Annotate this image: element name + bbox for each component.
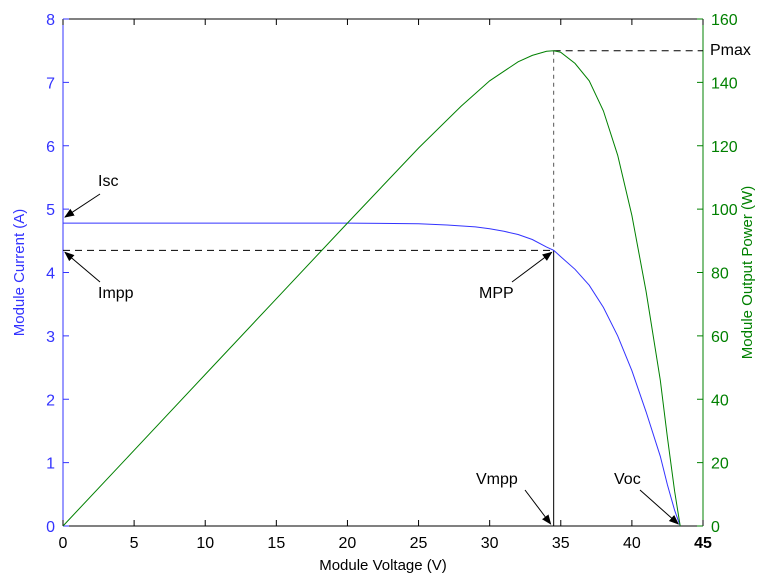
y-right-tick-label: 140 <box>711 75 738 92</box>
y-right-tick-label: 160 <box>711 12 738 29</box>
y-left-tick-label: 4 <box>46 266 55 283</box>
pmax-label: Pmax <box>710 42 751 59</box>
x-tick-label: 45 <box>694 535 712 552</box>
isc-label: Isc <box>98 173 118 190</box>
x-axis-title: Module Voltage (V) <box>319 557 447 574</box>
x-tick-label: 0 <box>59 535 68 552</box>
y-right-tick-label: 40 <box>711 392 729 409</box>
x-tick-label: 15 <box>267 535 285 552</box>
voc-arrow <box>639 489 679 525</box>
y-right-tick-label: 120 <box>711 139 738 156</box>
y-left-tick-label: 8 <box>46 12 55 29</box>
vmpp-label: Vmpp <box>476 471 518 488</box>
x-tick-label: 25 <box>410 535 428 552</box>
x-tick-label: 40 <box>623 535 641 552</box>
y-left-tick-label: 2 <box>46 392 55 409</box>
impp-label: Impp <box>98 285 134 302</box>
isc-arrow <box>64 193 101 218</box>
vmpp-arrow <box>524 489 552 525</box>
impp-arrow <box>64 251 101 283</box>
y-right-tick-label: 20 <box>711 456 729 473</box>
y-right-tick-label: 60 <box>711 329 729 346</box>
right-y-axis-title: Module Output Power (W) <box>739 186 756 359</box>
power-curve <box>62 50 681 527</box>
x-tick-label: 5 <box>130 535 139 552</box>
x-tick-label: 30 <box>481 535 499 552</box>
y-left-tick-label: 5 <box>46 202 55 219</box>
y-right-tick-label: 0 <box>711 519 720 536</box>
mpp-arrow <box>511 251 553 283</box>
x-tick-label: 10 <box>196 535 214 552</box>
voc-label: Voc <box>614 471 641 488</box>
y-left-tick-label: 7 <box>46 75 55 92</box>
y-left-tick-label: 1 <box>46 456 55 473</box>
y-left-tick-label: 6 <box>46 139 55 156</box>
mpp-label: MPP <box>479 285 514 302</box>
y-right-tick-label: 100 <box>711 202 738 219</box>
x-tick-label: 20 <box>339 535 357 552</box>
current-curve <box>63 222 681 527</box>
x-tick-label: 35 <box>552 535 570 552</box>
y-left-tick-label: 3 <box>46 329 55 346</box>
y-right-tick-label: 80 <box>711 266 729 283</box>
left-y-axis-title: Module Current (A) <box>11 209 28 337</box>
y-left-tick-label: 0 <box>46 519 55 536</box>
